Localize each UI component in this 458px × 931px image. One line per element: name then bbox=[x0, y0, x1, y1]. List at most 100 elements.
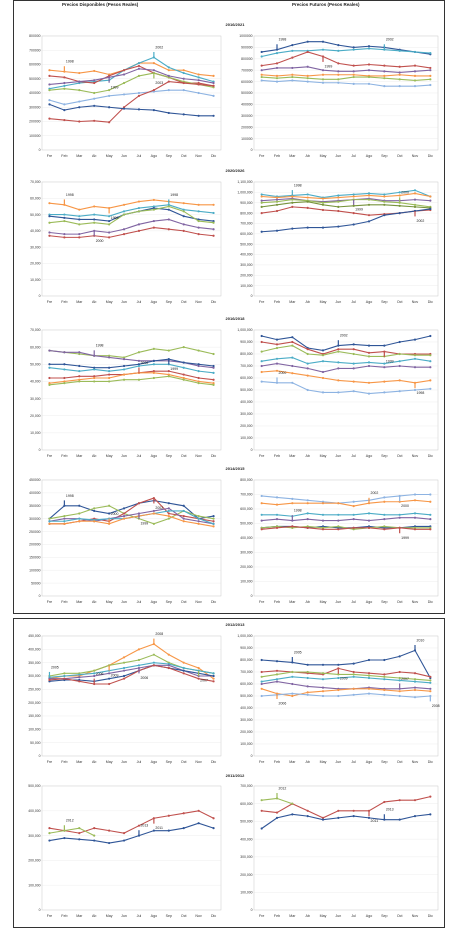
data-point bbox=[291, 683, 293, 685]
x-tick-label: Nov bbox=[412, 760, 419, 764]
y-tick-label: 700,000 bbox=[240, 784, 252, 788]
data-point bbox=[353, 501, 355, 503]
y-tick-label: 20,000 bbox=[30, 262, 40, 266]
data-point bbox=[212, 204, 214, 206]
data-point bbox=[123, 667, 125, 669]
x-tick-label: May bbox=[106, 600, 113, 604]
data-point bbox=[261, 341, 263, 343]
y-tick-label: 400,000 bbox=[28, 648, 40, 652]
x-tick-label: Jul bbox=[137, 760, 142, 764]
y-tick-label: 200000 bbox=[29, 120, 40, 124]
data-point bbox=[399, 819, 401, 821]
data-point bbox=[183, 361, 185, 363]
x-tick-label: Dic bbox=[211, 600, 216, 604]
data-point bbox=[123, 358, 125, 360]
data-point bbox=[261, 193, 263, 195]
data-point bbox=[276, 210, 278, 212]
y-tick-label: 1,000,000 bbox=[237, 634, 252, 638]
data-point bbox=[353, 688, 355, 690]
year-annotation: 1998 bbox=[96, 344, 104, 348]
data-point bbox=[307, 671, 309, 673]
y-tick-label: 400,000 bbox=[240, 706, 252, 710]
data-point bbox=[183, 215, 185, 217]
data-point bbox=[261, 514, 263, 516]
x-tick-label: Nov bbox=[195, 300, 202, 304]
data-point bbox=[353, 505, 355, 507]
data-point bbox=[153, 662, 155, 664]
data-point bbox=[168, 654, 170, 656]
x-tick-label: Feb bbox=[274, 600, 280, 604]
x-tick-label: Oct bbox=[181, 300, 187, 304]
data-point bbox=[168, 510, 170, 512]
data-point bbox=[183, 69, 185, 71]
data-point bbox=[198, 377, 200, 379]
data-point bbox=[307, 810, 309, 812]
data-point bbox=[183, 812, 185, 814]
data-point bbox=[399, 66, 401, 68]
x-tick-label: Sep bbox=[381, 300, 387, 304]
data-point bbox=[307, 201, 309, 203]
y-tick-label: 700000 bbox=[29, 48, 40, 52]
data-point bbox=[399, 695, 401, 697]
data-point bbox=[322, 514, 324, 516]
data-point bbox=[368, 693, 370, 695]
data-point bbox=[337, 361, 339, 363]
chart-disponibles-1: 0 100000 200000 300000 400000 500000 600000 700… bbox=[20, 32, 225, 162]
x-tick-label: Fre bbox=[259, 454, 264, 458]
y-tick-label: 600,000 bbox=[240, 507, 252, 511]
year-annotation: 2011 bbox=[155, 826, 163, 830]
data-point bbox=[63, 675, 65, 677]
x-tick-label: May bbox=[106, 300, 113, 304]
x-tick-label: Mar bbox=[289, 154, 296, 158]
y-tick-label: 500,000 bbox=[240, 242, 252, 246]
x-tick-label: May bbox=[320, 914, 327, 918]
data-point bbox=[93, 70, 95, 72]
data-point bbox=[414, 512, 416, 514]
data-point bbox=[414, 51, 416, 53]
data-point bbox=[261, 676, 263, 678]
data-point bbox=[291, 195, 293, 197]
x-tick-label: Mar bbox=[289, 914, 296, 918]
y-tick-label: 1000000 bbox=[239, 34, 252, 38]
x-tick-label: Dic bbox=[428, 760, 433, 764]
x-tick-label: Nov bbox=[195, 760, 202, 764]
series-line bbox=[49, 104, 213, 115]
data-point bbox=[368, 214, 370, 216]
data-point bbox=[337, 62, 339, 64]
data-point bbox=[337, 689, 339, 691]
data-point bbox=[48, 363, 50, 365]
data-point bbox=[63, 523, 65, 525]
x-tick-label: Feb bbox=[61, 154, 67, 158]
data-point bbox=[383, 501, 385, 503]
data-point bbox=[307, 499, 309, 501]
data-point bbox=[123, 512, 125, 514]
data-point bbox=[48, 377, 50, 379]
data-point bbox=[93, 82, 95, 84]
data-point bbox=[399, 671, 401, 673]
data-point bbox=[93, 105, 95, 107]
data-point bbox=[322, 360, 324, 362]
data-point bbox=[383, 193, 385, 195]
x-tick-label: Dic bbox=[211, 914, 216, 918]
data-point bbox=[48, 384, 50, 386]
x-tick-label: Jul bbox=[351, 300, 356, 304]
series-line bbox=[262, 207, 431, 215]
x-tick-label: Ago bbox=[366, 454, 372, 458]
data-point bbox=[276, 343, 278, 345]
x-tick-label: Jul bbox=[351, 914, 356, 918]
data-point bbox=[198, 115, 200, 117]
data-point bbox=[93, 213, 95, 215]
data-point bbox=[168, 515, 170, 517]
series-line bbox=[262, 67, 431, 73]
series-line bbox=[262, 75, 431, 76]
x-tick-label: May bbox=[320, 600, 327, 604]
year-annotation: 2009 bbox=[340, 676, 348, 680]
x-tick-label: Sep bbox=[166, 154, 172, 158]
data-point bbox=[261, 827, 263, 829]
y-tick-label: 0 bbox=[39, 908, 41, 912]
x-tick-label: Ab bbox=[92, 914, 96, 918]
data-point bbox=[261, 810, 263, 812]
x-tick-label: Fre bbox=[259, 300, 264, 304]
data-point bbox=[108, 220, 110, 222]
data-point bbox=[353, 353, 355, 355]
